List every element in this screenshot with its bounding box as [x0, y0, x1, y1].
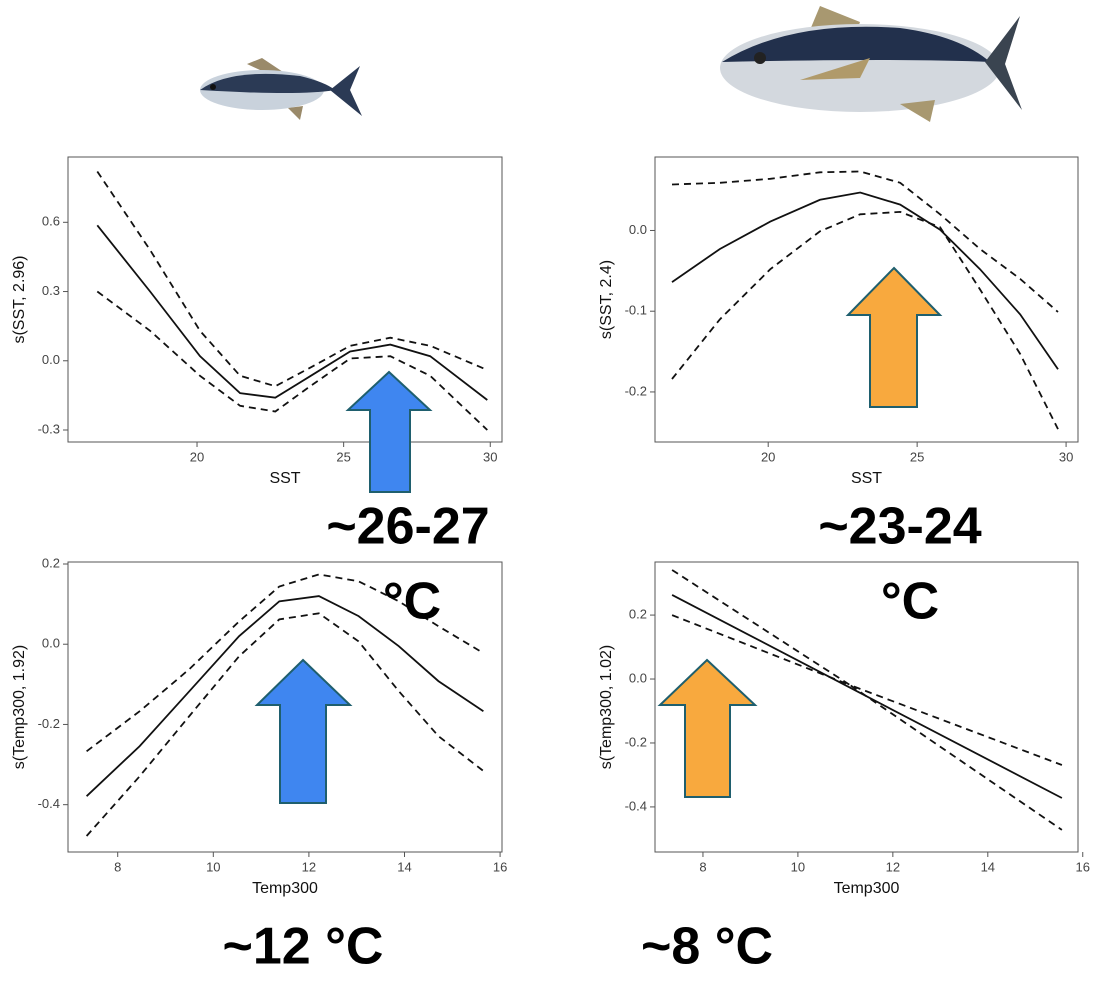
plot-frame	[654, 156, 1079, 443]
y-tick-label: 0.3	[42, 283, 60, 298]
y-axis-label: s(SST, 2.4)	[598, 260, 615, 339]
annotation: °C	[383, 573, 441, 631]
confidence-band-line	[671, 170, 1059, 313]
x-axis-label: SST	[269, 470, 300, 487]
plot-frame	[67, 156, 503, 443]
y-tick-label: 0.6	[42, 214, 60, 229]
x-tick-label: 25	[336, 449, 350, 464]
x-axis-label: Temp300	[252, 880, 318, 897]
annotation: ~8 °C	[641, 918, 773, 976]
x-tick-label: 14	[981, 859, 995, 874]
small-tuna	[200, 58, 362, 120]
x-tick-label: 20	[761, 449, 775, 464]
confidence-band-line	[96, 170, 488, 388]
plot-frame	[654, 561, 1079, 853]
arrow	[254, 266, 943, 804]
smooth-line	[96, 224, 488, 401]
x-tick-label: 12	[302, 859, 316, 874]
y-tick-label: -0.4	[625, 798, 647, 813]
annotation: °C	[881, 573, 939, 631]
confidence-band-line	[671, 569, 1063, 766]
y-axis-label: s(SST, 2.96)	[11, 255, 28, 343]
x-tick-label: 14	[397, 859, 411, 874]
x-axis-label: Temp300	[834, 880, 900, 897]
confidence-band-line	[96, 290, 488, 431]
annotation: ~12 °C	[222, 918, 383, 976]
x-tick-label: 20	[190, 449, 204, 464]
smooth-line	[671, 594, 1063, 799]
y-tick-label: -0.2	[625, 383, 647, 398]
annotation: ~26-27	[326, 498, 489, 556]
confidence-band-line	[86, 573, 484, 753]
y-tick-label: 0.0	[42, 636, 60, 651]
x-tick-label: 12	[886, 859, 900, 874]
x-tick-label: 10	[206, 859, 220, 874]
smooth-line	[671, 191, 1059, 370]
y-tick-label: 0.2	[42, 555, 60, 570]
x-tick-label: 30	[1059, 449, 1073, 464]
y-axis-label: s(Temp300, 1.92)	[11, 645, 28, 770]
x-tick-label: 10	[791, 859, 805, 874]
y-tick-label: 0.0	[629, 222, 647, 237]
x-tick-label: 8	[699, 859, 706, 874]
y-tick-label: -0.4	[38, 796, 60, 811]
y-tick-label: -0.1	[625, 303, 647, 318]
annotation: ~23-24	[818, 498, 981, 556]
confidence-band-line	[671, 210, 1059, 430]
y-axis-label: s(Temp300, 1.02)	[598, 645, 615, 770]
x-tick-label: 25	[910, 449, 924, 464]
x-tick-label: 8	[114, 859, 121, 874]
y-tick-label: 0.0	[42, 352, 60, 367]
y-tick-label: -0.3	[38, 421, 60, 436]
confidence-band-line	[85, 612, 484, 837]
y-tick-label: 0.2	[629, 607, 647, 622]
y-tick-label: -0.2	[38, 716, 60, 731]
confidence-band-line	[671, 614, 1063, 831]
x-axis-label: SST	[851, 470, 882, 487]
large-tuna	[720, 6, 1022, 122]
x-tick-label: 16	[1076, 859, 1090, 874]
y-tick-label: -0.2	[625, 734, 647, 749]
y-tick-label: 0.0	[629, 670, 647, 685]
smooth-line	[85, 595, 484, 797]
x-tick-label: 30	[483, 449, 497, 464]
plot-frame	[67, 561, 503, 853]
x-tick-label: 16	[493, 859, 507, 874]
